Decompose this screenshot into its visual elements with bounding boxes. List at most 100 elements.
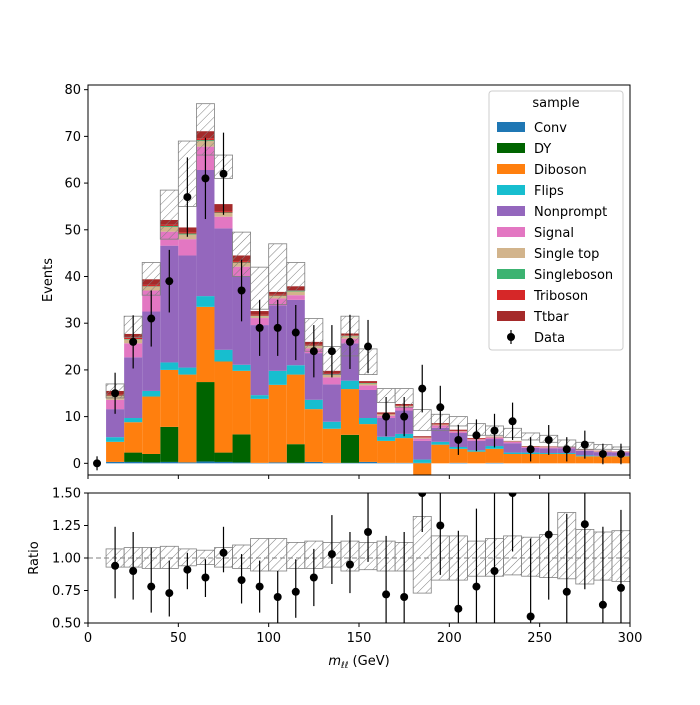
legend-label-ttbar: Ttbar bbox=[533, 310, 569, 325]
bar-conv-1 bbox=[106, 462, 124, 463]
bar-signal-15 bbox=[359, 385, 377, 390]
uncertainty-band-3 bbox=[142, 262, 160, 295]
bar-diboson-13 bbox=[323, 429, 341, 463]
legend-label-conv: Conv bbox=[534, 121, 567, 136]
uncertainty-band-20 bbox=[449, 417, 467, 426]
ratio-point-11 bbox=[310, 574, 318, 582]
bar-nonprompt-15 bbox=[359, 390, 377, 418]
ratio-point-23 bbox=[527, 613, 535, 621]
data-point-1 bbox=[111, 389, 119, 397]
bar-flips-9 bbox=[251, 395, 269, 399]
data-point-15 bbox=[364, 343, 372, 351]
bar-flips-13 bbox=[323, 422, 341, 429]
xaxis-label-main: m bbox=[328, 654, 341, 669]
bar-diboson-5 bbox=[178, 375, 196, 463]
ratio-point-6 bbox=[220, 549, 228, 557]
data-point-19 bbox=[436, 403, 444, 411]
data-point-26 bbox=[563, 445, 571, 453]
bar-diboson-21 bbox=[467, 452, 485, 464]
main-ylabel: Events bbox=[41, 258, 56, 302]
bar-dy-4 bbox=[160, 427, 178, 462]
bar-conv-10 bbox=[269, 462, 287, 463]
bar-flips-8 bbox=[233, 365, 251, 371]
data-point-28 bbox=[599, 450, 607, 458]
bar-flips-2 bbox=[124, 418, 142, 422]
legend-label-triboson: Triboson bbox=[533, 289, 588, 304]
bar-ttbar-18 bbox=[413, 436, 431, 437]
data-point-24 bbox=[527, 445, 535, 453]
ratio-ylabel: Ratio bbox=[27, 541, 42, 574]
bar-flips-7 bbox=[214, 350, 232, 362]
bar-diboson-15 bbox=[359, 424, 377, 462]
bar-conv-8 bbox=[233, 462, 251, 463]
bar-signal-5 bbox=[178, 239, 196, 255]
xaxis-label: mℓℓ (GeV) bbox=[328, 654, 389, 671]
bar-diboson-6 bbox=[196, 307, 214, 382]
bar-diboson-10 bbox=[269, 385, 287, 463]
bar-dy-14 bbox=[341, 435, 359, 463]
bar-single-top-11 bbox=[287, 291, 305, 295]
bar-flips-6 bbox=[196, 296, 214, 307]
bar-flips-11 bbox=[287, 365, 305, 374]
bar-nonprompt-13 bbox=[323, 384, 341, 421]
bar-diboson-23 bbox=[504, 454, 522, 463]
legend-label-signal: Signal bbox=[534, 226, 574, 241]
data-point-25 bbox=[545, 436, 553, 444]
bar-diboson-8 bbox=[233, 371, 251, 435]
ratio-point-1 bbox=[129, 567, 137, 575]
ratio-band-9 bbox=[269, 539, 287, 572]
legend-swatch-signal bbox=[497, 227, 525, 237]
bar-dy-6 bbox=[196, 382, 214, 461]
legend-swatch-ttbar bbox=[497, 311, 525, 321]
bar-signal-18 bbox=[413, 439, 431, 441]
ratio-xtick-label-0: 0 bbox=[84, 631, 92, 646]
bar-dy-11 bbox=[287, 444, 305, 463]
bar-ttbar-15 bbox=[359, 381, 377, 382]
ratio-point-25 bbox=[563, 588, 571, 596]
bar-signal-11 bbox=[287, 295, 305, 300]
data-point-12 bbox=[310, 347, 318, 355]
bar-flips-15 bbox=[359, 418, 377, 424]
bar-diboson-17 bbox=[395, 438, 413, 463]
data-point-11 bbox=[292, 329, 300, 337]
bar-conv-12 bbox=[305, 462, 323, 463]
ratio-xtick-label-3: 150 bbox=[347, 631, 372, 646]
legend-label-dy: DY bbox=[534, 142, 551, 157]
bar-diboson-7 bbox=[214, 362, 232, 453]
main-ytick-label-3: 30 bbox=[64, 317, 81, 332]
legend-swatch-singleboson bbox=[497, 269, 525, 279]
bar-single-top-15 bbox=[359, 383, 377, 385]
bar-nonprompt-23 bbox=[504, 443, 522, 452]
bar-flips-4 bbox=[160, 362, 178, 369]
ratio-point-9 bbox=[274, 593, 282, 601]
bar-diboson-2 bbox=[124, 422, 142, 452]
ratio-point-28 bbox=[617, 584, 625, 592]
bar-dy-2 bbox=[124, 453, 142, 462]
legend-swatch-flips bbox=[497, 185, 525, 195]
bar-flips-10 bbox=[269, 371, 287, 385]
ratio-point-27 bbox=[599, 601, 607, 609]
legend-label-singleboson: Singleboson bbox=[534, 268, 613, 283]
data-point-16 bbox=[382, 413, 390, 421]
bar-diboson-14 bbox=[341, 389, 359, 435]
data-point-29 bbox=[617, 450, 625, 458]
ratio-point-10 bbox=[292, 588, 300, 596]
xaxis-label-sub: ℓℓ bbox=[340, 661, 348, 671]
ratio-point-0 bbox=[111, 562, 119, 570]
bar-flips-3 bbox=[142, 391, 160, 397]
legend-swatch-nonprompt bbox=[497, 206, 525, 216]
ratio-point-20 bbox=[472, 583, 480, 591]
bar-diboson-18 bbox=[413, 463, 431, 474]
data-point-0 bbox=[93, 459, 101, 467]
legend-label-single-top: Single top bbox=[534, 247, 599, 262]
main-ytick-label-0: 0 bbox=[73, 457, 81, 472]
ratio-point-8 bbox=[256, 583, 264, 591]
data-point-21 bbox=[472, 431, 480, 439]
ratio-xtick-label-2: 100 bbox=[256, 631, 281, 646]
ratio-point-2 bbox=[147, 583, 155, 591]
ratio-ytick-label-3: 1.25 bbox=[52, 519, 81, 534]
legend-title: sample bbox=[532, 96, 579, 111]
bar-flips-5 bbox=[178, 368, 196, 375]
uncertainty-band-4 bbox=[160, 190, 178, 239]
ratio-xtick-label-5: 250 bbox=[527, 631, 552, 646]
